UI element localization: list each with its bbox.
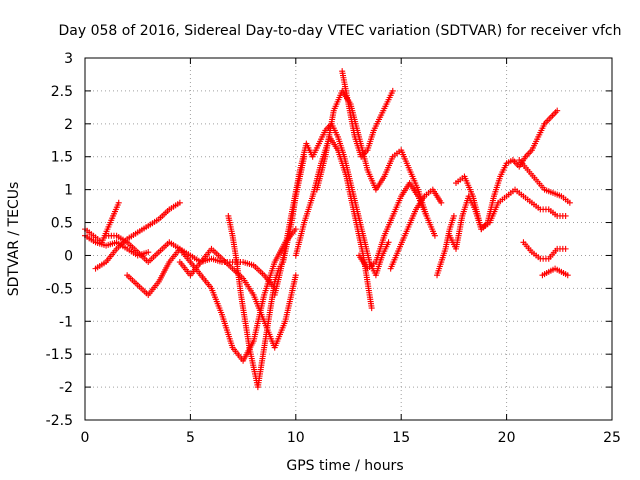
x-tick-labels: 0 5 10 15 20 25	[81, 430, 621, 446]
y-tick-label: 2	[64, 117, 73, 133]
y-tick-label: 0.5	[51, 216, 73, 232]
y-axis-label: SDTVAR / TECUs	[6, 182, 22, 297]
y-tick-label: -0.5	[46, 281, 73, 297]
data-point	[145, 249, 152, 256]
data-point	[368, 305, 375, 312]
grid	[85, 58, 612, 420]
y-tick-label: 0	[64, 248, 73, 264]
data-point	[176, 199, 183, 206]
data-point	[562, 212, 569, 219]
data-point	[431, 232, 438, 239]
y-tick-label: -1	[59, 314, 73, 330]
y-tick-label: 3	[64, 51, 73, 67]
x-tick-label: 0	[81, 430, 90, 446]
y-tick-label: 2.5	[51, 84, 73, 100]
x-tick-label: 20	[498, 430, 516, 446]
data-point	[292, 272, 299, 279]
x-axis-label: GPS time / hours	[286, 458, 403, 474]
y-tick-label: -1.5	[46, 347, 73, 363]
data-point	[564, 272, 571, 279]
x-tick-label: 15	[392, 430, 410, 446]
plot-frame	[84, 57, 613, 421]
data-point	[115, 199, 122, 206]
data-points	[82, 68, 573, 391]
y-tick-labels: -2.5 -2 -1.5 -1 -0.5 0 0.5 1 1.5 2 2.5 3	[46, 51, 73, 429]
y-tick-label: -2	[59, 380, 73, 396]
data-point	[389, 87, 396, 94]
data-point	[566, 199, 573, 206]
data-point	[554, 107, 561, 114]
data-point	[562, 245, 569, 252]
x-tick-label: 25	[603, 430, 621, 446]
data-point	[438, 199, 445, 206]
data-point	[385, 239, 392, 246]
data-point	[292, 226, 299, 233]
y-tick-label: -2.5	[46, 413, 73, 429]
y-tick-label: 1.5	[51, 150, 73, 166]
y-tick-label: 1	[64, 183, 73, 199]
chart-title: Day 058 of 2016, Sidereal Day-to-day VTE…	[58, 23, 621, 39]
data-point	[450, 212, 457, 219]
x-tick-label: 10	[287, 430, 305, 446]
x-tick-label: 5	[186, 430, 195, 446]
